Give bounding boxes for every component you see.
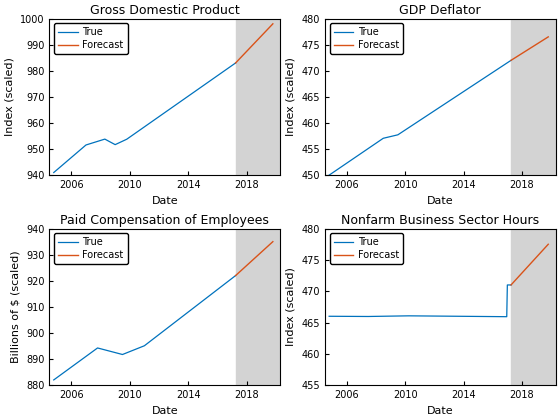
Title: Nonfarm Business Sector Hours: Nonfarm Business Sector Hours: [341, 215, 539, 228]
X-axis label: Date: Date: [151, 406, 178, 415]
Legend: True, Forecast: True, Forecast: [330, 234, 403, 264]
Y-axis label: Billions of $ (scaled): Billions of $ (scaled): [11, 251, 21, 363]
Legend: True, Forecast: True, Forecast: [54, 24, 128, 54]
Title: Paid Compensation of Employees: Paid Compensation of Employees: [60, 215, 269, 228]
Title: Gross Domestic Product: Gross Domestic Product: [90, 5, 240, 18]
Title: GDP Deflator: GDP Deflator: [399, 5, 481, 18]
X-axis label: Date: Date: [151, 196, 178, 205]
Bar: [511, 18, 560, 175]
Y-axis label: Index (scaled): Index (scaled): [286, 58, 296, 136]
Legend: True, Forecast: True, Forecast: [54, 234, 128, 264]
Y-axis label: Index (scaled): Index (scaled): [286, 268, 296, 346]
X-axis label: Date: Date: [427, 406, 454, 415]
Bar: [511, 228, 560, 385]
Legend: True, Forecast: True, Forecast: [330, 24, 403, 54]
Bar: [236, 228, 295, 385]
Bar: [236, 18, 295, 175]
X-axis label: Date: Date: [427, 196, 454, 205]
Y-axis label: Index (scaled): Index (scaled): [4, 58, 15, 136]
